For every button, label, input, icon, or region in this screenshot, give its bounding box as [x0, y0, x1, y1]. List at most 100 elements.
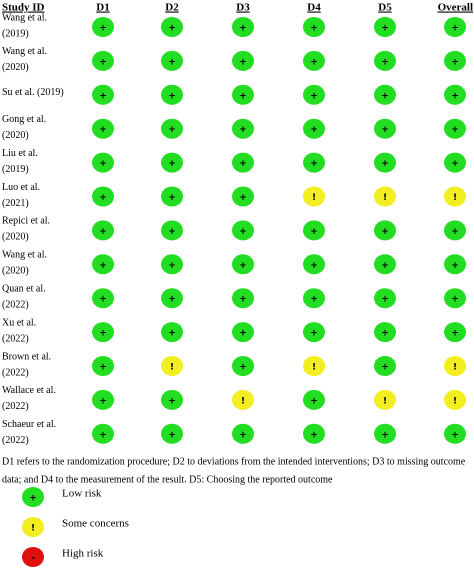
- judgment-circle: [303, 356, 325, 376]
- judgment-symbol: +: [310, 430, 318, 440]
- judgment-symbol: +: [451, 91, 459, 101]
- judgment-circle: [444, 17, 466, 37]
- judgment-circle: [161, 356, 183, 376]
- judgment-circle: [303, 220, 325, 241]
- judgment-symbol: +: [381, 329, 389, 339]
- judgment-symbol: +: [168, 430, 176, 440]
- judgment-symbol: +: [381, 57, 389, 67]
- judgment-circle: [444, 288, 466, 309]
- study-label: Wang et al.: [2, 250, 47, 261]
- judgment-symbol: +: [99, 159, 107, 169]
- judgment-symbol: +: [239, 227, 247, 237]
- judgment-symbol: !: [312, 363, 316, 373]
- judgment-symbol: +: [99, 125, 107, 135]
- judgment-symbol: +: [381, 295, 389, 305]
- judgment-circle: [92, 17, 114, 37]
- judgment-circle: [444, 152, 466, 173]
- judgment-circle: [374, 288, 396, 309]
- judgment-symbol: +: [99, 363, 107, 373]
- judgment-symbol: !: [453, 396, 457, 406]
- study-label: Wang et al.: [2, 12, 47, 23]
- judgment-symbol: +: [310, 57, 318, 67]
- judgment-symbol: +: [168, 159, 176, 169]
- judgment-circle: [374, 50, 396, 71]
- judgment-symbol: !: [170, 363, 174, 373]
- judgment-symbol: +: [381, 227, 389, 237]
- judgment-symbol: !: [312, 193, 316, 203]
- judgment-circle: [92, 118, 114, 139]
- judgment-circle: [444, 50, 466, 71]
- legend-symbol: +: [29, 494, 37, 504]
- judgment-circle: [374, 220, 396, 241]
- study-label: Repici et al.: [2, 216, 50, 227]
- judgment-symbol: +: [451, 24, 459, 34]
- judgment-circle: [232, 288, 254, 309]
- column-header: D4: [307, 2, 321, 14]
- judgment-symbol: +: [310, 159, 318, 169]
- judgment-circle: [444, 186, 466, 207]
- column-header: D3: [236, 2, 250, 14]
- legend-label: Some concerns: [62, 518, 129, 530]
- study-label: Wang et al.: [2, 46, 47, 57]
- judgment-circle: [92, 356, 114, 376]
- judgment-symbol: +: [168, 227, 176, 237]
- judgment-circle: [161, 423, 183, 444]
- judgment-circle: [161, 254, 183, 275]
- legend-label: High risk: [62, 548, 104, 560]
- judgment-circle: [374, 84, 396, 105]
- judgment-symbol: !: [383, 193, 387, 203]
- study-label: (2020): [2, 266, 29, 277]
- judgment-circle: [92, 220, 114, 241]
- footnote: data; and D4 to the measurement of the r…: [2, 474, 333, 485]
- judgment-circle: [444, 254, 466, 275]
- footnote: D1 refers to the randomization procedure…: [2, 456, 466, 467]
- judgment-symbol: +: [99, 91, 107, 101]
- judgment-symbol: +: [239, 295, 247, 305]
- judgment-symbol: +: [168, 91, 176, 101]
- judgment-symbol: +: [239, 261, 247, 271]
- judgment-circle: [444, 322, 466, 343]
- judgment-circle: [303, 84, 325, 105]
- judgment-symbol: +: [99, 193, 107, 203]
- judgment-circle: [92, 84, 114, 105]
- judgment-circle: [444, 356, 466, 376]
- judgment-circle: [232, 186, 254, 207]
- judgment-symbol: +: [310, 329, 318, 339]
- study-label: Su et al. (2019): [2, 87, 64, 98]
- judgment-circle: [303, 288, 325, 309]
- judgment-circle: [232, 220, 254, 241]
- judgment-symbol: !: [383, 396, 387, 406]
- column-header: D2: [165, 2, 179, 14]
- judgment-circle: [92, 50, 114, 71]
- judgment-circle: [374, 389, 396, 410]
- judgment-circle: [374, 356, 396, 376]
- study-label: (2022): [2, 299, 29, 310]
- judgment-circle: [232, 17, 254, 37]
- judgment-circle: [161, 220, 183, 241]
- judgment-symbol: !: [241, 396, 245, 406]
- judgment-circle: [161, 17, 183, 37]
- judgment-symbol: +: [310, 261, 318, 271]
- judgment-symbol: +: [239, 430, 247, 440]
- judgment-circle: [92, 322, 114, 343]
- judgment-symbol: +: [239, 125, 247, 135]
- study-label: Gong et al.: [2, 114, 46, 125]
- judgment-circle: [232, 118, 254, 139]
- judgment-circle: [303, 118, 325, 139]
- judgment-circle: [303, 423, 325, 444]
- judgment-symbol: +: [451, 57, 459, 67]
- judgment-symbol: +: [99, 227, 107, 237]
- judgment-symbol: +: [451, 261, 459, 271]
- study-label: Quan et al.: [2, 283, 46, 294]
- judgment-symbol: +: [168, 329, 176, 339]
- judgment-circle: [374, 254, 396, 275]
- judgment-symbol: +: [381, 91, 389, 101]
- judgment-circle: [303, 17, 325, 37]
- judgment-symbol: +: [381, 125, 389, 135]
- judgment-circle: [303, 186, 325, 207]
- judgment-symbol: +: [168, 193, 176, 203]
- judgment-circle: [161, 84, 183, 105]
- judgment-symbol: +: [451, 159, 459, 169]
- judgment-circle: [374, 152, 396, 173]
